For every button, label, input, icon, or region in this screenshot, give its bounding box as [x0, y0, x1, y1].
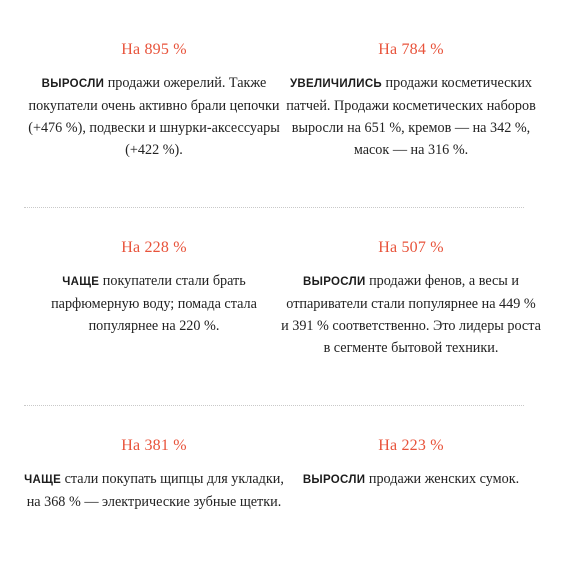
stat-card: На 784 % УВЕЛИЧИЛИСЬ продажи косметическ… [281, 40, 541, 161]
stat-text: стали покупать щипцы для укладки, на 368… [26, 471, 284, 510]
section-divider [24, 207, 524, 208]
stat-text: продажи ожерелий. Также покупатели очень… [28, 75, 280, 158]
stat-headline: На 507 % [378, 239, 444, 256]
stat-description: УВЕЛИЧИЛИСЬ продажи косметических патчей… [281, 72, 541, 161]
stat-text: продажи женских сумок. [365, 471, 520, 487]
stats-row-1: На 895 % ВЫРОСЛИ продажи ожерелий. Также… [0, 40, 564, 180]
stat-description: ЧАЩЕ покупатели стали брать парфюмерную … [24, 270, 284, 337]
stat-keyword: ВЫРОСЛИ [303, 276, 366, 288]
stat-description: ВЫРОСЛИ продажи женских сумок. [281, 468, 541, 491]
stat-description: ВЫРОСЛИ продажи ожерелий. Также покупате… [24, 72, 284, 161]
stat-card: На 223 % ВЫРОСЛИ продажи женских сумок. [281, 436, 541, 491]
stat-text: продажи фенов, а весы и отпариватели ста… [281, 273, 541, 356]
stat-keyword: ЧАЩЕ [62, 276, 100, 288]
stat-card: На 381 % ЧАЩЕ стали покупать щипцы для у… [24, 436, 284, 513]
stat-keyword: ВЫРОСЛИ [302, 474, 366, 486]
stat-card: На 228 % ЧАЩЕ покупатели стали брать пар… [24, 238, 284, 337]
stat-headline: На 223 % [378, 437, 444, 454]
stat-description: ЧАЩЕ стали покупать щипцы для укладки, н… [24, 468, 284, 513]
stat-headline: На 228 % [121, 239, 187, 256]
stats-row-3: На 381 % ЧАЩЕ стали покупать щипцы для у… [0, 436, 564, 576]
stat-card: На 895 % ВЫРОСЛИ продажи ожерелий. Также… [24, 40, 284, 161]
stat-text: продажи косметических патчей. Продажи ко… [286, 75, 536, 158]
stat-headline: На 784 % [378, 41, 444, 58]
stat-headline: На 381 % [121, 437, 187, 454]
stats-row-2: На 228 % ЧАЩЕ покупатели стали брать пар… [0, 238, 564, 378]
stat-description: ВЫРОСЛИ продажи фенов, а весы и отпарива… [281, 270, 541, 359]
stat-headline: На 895 % [121, 41, 187, 58]
stat-keyword: ЧАЩЕ [24, 474, 62, 486]
section-divider [24, 405, 524, 406]
stat-card: На 507 % ВЫРОСЛИ продажи фенов, а весы и… [281, 238, 541, 359]
stat-text: покупатели стали брать парфюмерную воду;… [51, 273, 257, 334]
stat-keyword: УВЕЛИЧИЛИСЬ [289, 78, 382, 90]
stat-keyword: ВЫРОСЛИ [41, 78, 105, 90]
